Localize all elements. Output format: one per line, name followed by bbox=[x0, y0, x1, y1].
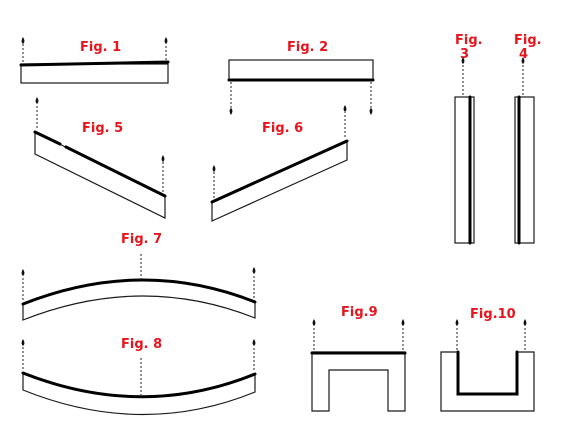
fig-6-left-arrow-icon bbox=[212, 165, 216, 172]
fig-6-right-arrow-icon bbox=[343, 105, 347, 112]
fig-2-right-arrow-icon bbox=[369, 108, 373, 115]
fig-9-left-arrow-icon bbox=[312, 319, 316, 326]
fig-7-right-arrow-icon bbox=[252, 267, 256, 274]
figure-10: Fig.10 bbox=[440, 307, 535, 412]
fig-1-left-arrow-icon bbox=[21, 37, 25, 44]
fig-8-label: Fig. 8 bbox=[121, 337, 162, 352]
fig-9-frame bbox=[311, 351, 406, 412]
fig-10-inner-edge bbox=[456, 350, 519, 396]
figure-8: Fig. 8 bbox=[21, 337, 257, 416]
figure-4: Fig. 4 bbox=[514, 33, 542, 245]
fig-3-label-number: 3 bbox=[460, 47, 469, 62]
fig-4-label-number: 4 bbox=[519, 47, 528, 62]
fig-7-arched-bar bbox=[22, 279, 256, 321]
fig-5-top-edge-a bbox=[33, 130, 62, 146]
fig-7-left-arrow-icon bbox=[21, 269, 25, 276]
fig-2-bar bbox=[228, 59, 374, 81]
fig-10-right-arrow-icon bbox=[523, 319, 527, 326]
fig-1-right-arrow-icon bbox=[164, 37, 168, 44]
fig-1-top-edge bbox=[19, 60, 170, 67]
fig-5-slanted-bar bbox=[34, 131, 166, 219]
fig-5-label: Fig. 5 bbox=[82, 121, 123, 136]
fig-6-top-edge bbox=[210, 139, 349, 204]
fig-8-sagging-bar bbox=[22, 372, 256, 416]
fig-8-top-edge bbox=[21, 371, 257, 399]
fig-8-right-arrow-icon bbox=[252, 339, 256, 346]
fig-7-label: Fig. 7 bbox=[121, 232, 162, 247]
fig-6-slanted-bar bbox=[211, 140, 348, 222]
fig-3-label-top: Fig. bbox=[455, 33, 483, 48]
figure-3: Fig. 3 bbox=[454, 33, 483, 245]
fig-10-left-arrow-icon bbox=[455, 319, 459, 326]
fig-2-left-arrow-icon bbox=[229, 108, 233, 115]
figure-6: Fig. 6 bbox=[210, 105, 349, 222]
fig-10-frame bbox=[440, 351, 535, 412]
figure-2: Fig. 2 bbox=[227, 40, 375, 115]
fig-5-right-arrow-icon bbox=[161, 155, 165, 162]
fig-6-label: Fig. 6 bbox=[262, 121, 303, 136]
fig-10-label: Fig.10 bbox=[470, 307, 516, 322]
fig-1-bar bbox=[20, 63, 169, 84]
fig-5-left-arrow-icon bbox=[35, 97, 39, 104]
figure-9: Fig.9 bbox=[310, 305, 407, 412]
figure-7: Fig. 7 bbox=[21, 232, 257, 321]
fig-4-label-top: Fig. bbox=[514, 33, 542, 48]
figure-1: Fig. 1 bbox=[19, 37, 170, 84]
fig-2-label: Fig. 2 bbox=[287, 40, 328, 55]
fig-1-label: Fig. 1 bbox=[80, 40, 121, 55]
figure-5: Fig. 5 bbox=[33, 97, 167, 219]
fig-9-label: Fig.9 bbox=[341, 305, 378, 320]
fig-5-top-edge-b bbox=[64, 145, 167, 198]
fig-9-right-arrow-icon bbox=[401, 319, 405, 326]
fig-8-left-arrow-icon bbox=[21, 339, 25, 346]
